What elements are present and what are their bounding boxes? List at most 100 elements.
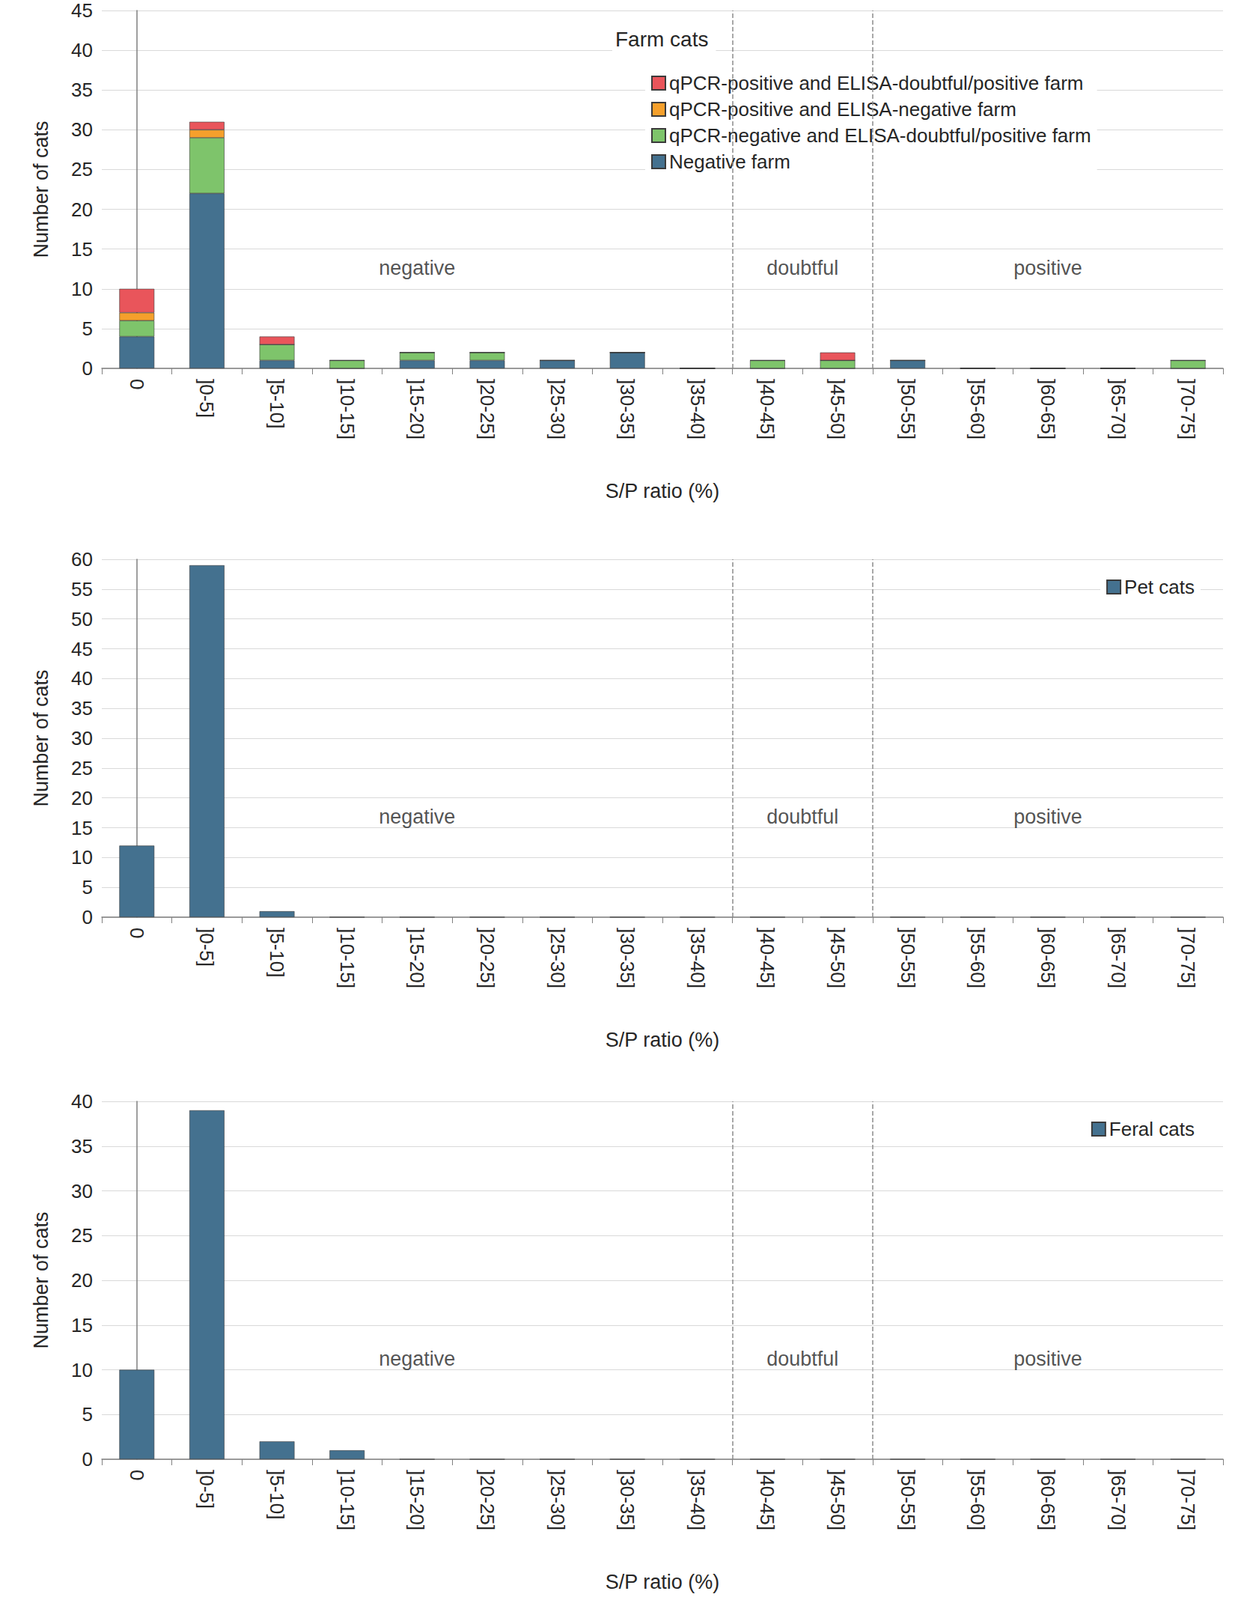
- svg-text:0: 0: [125, 1469, 149, 1480]
- svg-text:20: 20: [71, 198, 93, 221]
- svg-text:]25-30]: ]25-30]: [546, 927, 569, 989]
- svg-text:]15-20]: ]15-20]: [405, 1469, 429, 1530]
- svg-text:15: 15: [71, 1313, 93, 1337]
- svg-text:]25-30]: ]25-30]: [546, 378, 569, 440]
- svg-text:]45-50]: ]45-50]: [826, 378, 849, 440]
- svg-text:qPCR-positive and ELISA-negati: qPCR-positive and ELISA-negative farm: [669, 98, 1017, 121]
- svg-text:]40-45]: ]40-45]: [755, 927, 779, 989]
- svg-text:20: 20: [71, 1268, 93, 1292]
- svg-text:Farm cats: Farm cats: [615, 27, 709, 51]
- svg-text:10: 10: [71, 1358, 93, 1381]
- svg-text:40: 40: [71, 666, 93, 690]
- svg-text:60: 60: [71, 547, 93, 571]
- svg-text:]55-60]: ]55-60]: [966, 927, 989, 989]
- svg-text:]30-35]: ]30-35]: [616, 927, 639, 989]
- svg-text:15: 15: [71, 816, 93, 840]
- svg-text:35: 35: [71, 1134, 93, 1158]
- svg-text:]70-75]: ]70-75]: [1176, 1469, 1200, 1530]
- svg-text:]5-10]: ]5-10]: [265, 378, 289, 429]
- svg-text:]20-25]: ]20-25]: [476, 378, 499, 440]
- svg-text:doubtful: doubtful: [766, 256, 839, 280]
- svg-text:]0-5]: ]0-5]: [195, 1469, 218, 1509]
- svg-text:40: 40: [71, 1089, 93, 1113]
- svg-text:]50-55]: ]50-55]: [896, 927, 920, 989]
- svg-text:15: 15: [71, 238, 93, 261]
- svg-text:45: 45: [71, 637, 93, 661]
- svg-text:50: 50: [71, 607, 93, 631]
- svg-text:]40-45]: ]40-45]: [755, 378, 779, 440]
- svg-text:]35-40]: ]35-40]: [686, 378, 709, 440]
- svg-text:10: 10: [71, 277, 93, 301]
- svg-text:]70-75]: ]70-75]: [1176, 927, 1200, 989]
- svg-text:]40-45]: ]40-45]: [755, 1469, 779, 1530]
- svg-text:]10-15]: ]10-15]: [336, 1469, 359, 1530]
- svg-text:30: 30: [71, 1179, 93, 1203]
- svg-text:doubtful: doubtful: [766, 805, 839, 828]
- svg-text:55: 55: [71, 577, 93, 601]
- svg-text:]50-55]: ]50-55]: [896, 1469, 920, 1530]
- svg-text:30: 30: [71, 726, 93, 750]
- svg-text:]30-35]: ]30-35]: [616, 1469, 639, 1530]
- svg-text:20: 20: [71, 786, 93, 810]
- svg-text:30: 30: [71, 118, 93, 141]
- svg-text:5: 5: [82, 875, 93, 899]
- svg-text:]55-60]: ]55-60]: [966, 378, 989, 440]
- svg-text:]70-75]: ]70-75]: [1176, 378, 1200, 440]
- svg-text:]0-5]: ]0-5]: [195, 927, 218, 967]
- svg-text:Number of cats: Number of cats: [29, 1211, 53, 1349]
- svg-text:doubtful: doubtful: [766, 1347, 839, 1370]
- svg-text:negative: negative: [378, 256, 456, 280]
- svg-text:]10-15]: ]10-15]: [336, 378, 359, 440]
- svg-text:]60-65]: ]60-65]: [1036, 927, 1060, 989]
- svg-text:]60-65]: ]60-65]: [1036, 1469, 1060, 1530]
- svg-text:positive: positive: [1013, 1347, 1083, 1370]
- svg-text:10: 10: [71, 845, 93, 869]
- svg-text:]25-30]: ]25-30]: [546, 1469, 569, 1530]
- svg-text:]60-65]: ]60-65]: [1036, 378, 1060, 440]
- svg-text:Number of cats: Number of cats: [29, 120, 53, 258]
- svg-text:]45-50]: ]45-50]: [826, 927, 849, 989]
- svg-text:]35-40]: ]35-40]: [686, 927, 709, 989]
- svg-text:0: 0: [82, 357, 93, 380]
- svg-text:0: 0: [82, 905, 93, 929]
- svg-text:5: 5: [82, 1402, 93, 1426]
- svg-text:5: 5: [82, 317, 93, 340]
- svg-text:Pet cats: Pet cats: [1124, 575, 1195, 599]
- svg-text:]65-70]: ]65-70]: [1107, 927, 1130, 989]
- svg-text:negative: negative: [378, 805, 456, 828]
- svg-text:0: 0: [125, 378, 149, 390]
- svg-text:]5-10]: ]5-10]: [265, 927, 289, 978]
- svg-text:]50-55]: ]50-55]: [896, 378, 920, 440]
- svg-text:]0-5]: ]0-5]: [195, 378, 218, 418]
- svg-text:]20-25]: ]20-25]: [476, 1469, 499, 1530]
- svg-text:]15-20]: ]15-20]: [405, 927, 429, 989]
- svg-text:]65-70]: ]65-70]: [1107, 1469, 1130, 1530]
- svg-text:positive: positive: [1013, 805, 1083, 828]
- svg-text:negative: negative: [378, 1347, 456, 1370]
- svg-text:]15-20]: ]15-20]: [405, 378, 429, 440]
- svg-text:]30-35]: ]30-35]: [616, 378, 639, 440]
- svg-text:]45-50]: ]45-50]: [826, 1469, 849, 1530]
- svg-text:25: 25: [71, 756, 93, 780]
- svg-text:S/P ratio (%): S/P ratio (%): [605, 479, 721, 503]
- svg-text:positive: positive: [1013, 256, 1083, 280]
- svg-text:]10-15]: ]10-15]: [336, 927, 359, 989]
- svg-text:40: 40: [71, 38, 93, 62]
- svg-text:qPCR-positive and ELISA-doubtf: qPCR-positive and ELISA-doubtful/positiv…: [669, 71, 1084, 95]
- svg-text:35: 35: [71, 696, 93, 720]
- svg-text:25: 25: [71, 1223, 93, 1247]
- svg-text:Number of cats: Number of cats: [29, 669, 53, 807]
- svg-text:]5-10]: ]5-10]: [265, 1469, 289, 1520]
- svg-text:]65-70]: ]65-70]: [1107, 378, 1130, 440]
- svg-text:Negative farm: Negative farm: [669, 150, 791, 173]
- svg-text:]20-25]: ]20-25]: [476, 927, 499, 989]
- svg-text:]35-40]: ]35-40]: [686, 1469, 709, 1530]
- svg-text:25: 25: [71, 157, 93, 181]
- svg-text:Feral cats: Feral cats: [1109, 1117, 1195, 1140]
- svg-text:35: 35: [71, 78, 93, 102]
- svg-text:S/P ratio (%): S/P ratio (%): [605, 1028, 721, 1051]
- svg-text:]55-60]: ]55-60]: [966, 1469, 989, 1530]
- svg-text:0: 0: [82, 1447, 93, 1471]
- svg-text:0: 0: [125, 927, 149, 938]
- svg-text:45: 45: [71, 0, 93, 22]
